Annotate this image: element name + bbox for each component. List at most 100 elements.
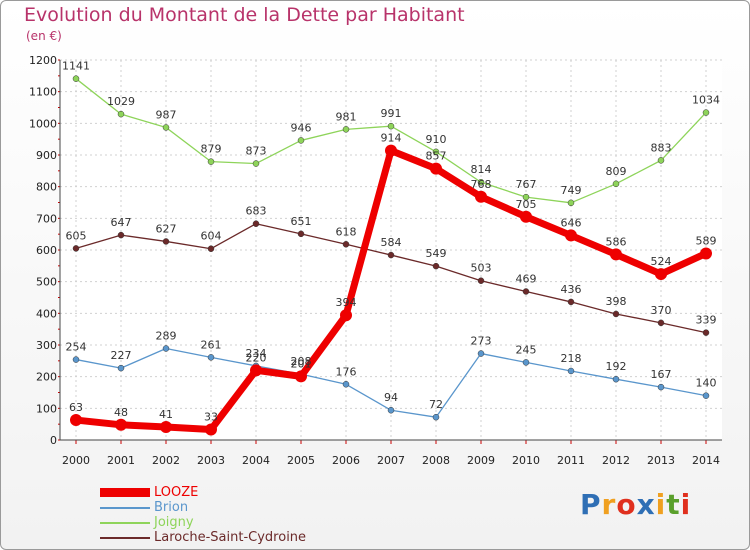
- data-label-looze: 48: [114, 406, 128, 419]
- legend-swatch: [100, 521, 150, 524]
- y-tick-label: 800: [36, 181, 57, 194]
- data-label-laroche-saint-cydroine: 469: [516, 272, 537, 285]
- data-point-joigny: [297, 137, 305, 144]
- data-label-joigny: 981: [336, 110, 357, 123]
- x-tick-label: 2013: [647, 454, 675, 467]
- data-label-laroche-saint-cydroine: 549: [426, 247, 447, 260]
- data-point-brion: [477, 350, 485, 357]
- data-label-looze: 524: [651, 255, 672, 268]
- data-point-looze: [340, 309, 352, 322]
- legend-label: Laroche-Saint-Cydroine: [154, 530, 307, 545]
- logo-letter: i: [655, 488, 667, 521]
- data-point-joigny: [72, 75, 80, 82]
- data-point-joigny: [702, 109, 710, 116]
- logo-letter: x: [636, 488, 656, 521]
- x-tick-label: 2003: [197, 454, 225, 467]
- data-label-brion: 140: [696, 377, 717, 390]
- legend-item-joigny: Joigny: [100, 515, 306, 530]
- legend-swatch: [100, 506, 150, 509]
- y-tick-label: 500: [36, 276, 57, 289]
- data-point-joigny: [117, 110, 125, 118]
- data-label-joigny: 814: [471, 163, 492, 176]
- legend-item-looze: LOOZE: [100, 485, 306, 500]
- data-label-brion: 245: [516, 343, 537, 356]
- data-point-looze: [430, 162, 442, 175]
- data-label-brion: 208: [291, 355, 312, 368]
- data-label-joigny: 1034: [692, 94, 720, 107]
- data-label-laroche-saint-cydroine: 605: [66, 229, 87, 242]
- y-tick-label: 700: [36, 212, 57, 225]
- y-tick-label: 1200: [29, 54, 57, 67]
- legend-item-laroche-saint-cydroine: Laroche-Saint-Cydroine: [100, 530, 306, 545]
- data-label-laroche-saint-cydroine: 647: [111, 216, 132, 229]
- data-label-laroche-saint-cydroine: 370: [651, 304, 672, 317]
- data-label-joigny: 749: [561, 184, 582, 197]
- data-point-joigny: [252, 160, 260, 167]
- data-label-brion: 176: [336, 365, 357, 378]
- data-label-laroche-saint-cydroine: 627: [156, 222, 177, 235]
- y-tick-label: 200: [36, 371, 57, 384]
- data-label-laroche-saint-cydroine: 584: [381, 236, 402, 249]
- data-label-joigny: 1029: [107, 95, 135, 108]
- legend: LOOZE Brion Joigny Laroche-Saint-Cydroine: [100, 485, 306, 545]
- data-point-brion: [612, 375, 620, 383]
- legend-label: Brion: [154, 500, 189, 515]
- data-point-laroche-saint-cydroine: [342, 241, 350, 248]
- data-point-joigny: [387, 122, 395, 130]
- data-label-brion: 94: [384, 391, 398, 404]
- data-label-looze: 705: [516, 198, 537, 211]
- y-tick-label: 100: [36, 402, 57, 415]
- x-tick-label: 2002: [152, 454, 180, 467]
- data-label-brion: 72: [429, 398, 443, 411]
- data-point-laroche-saint-cydroine: [162, 238, 170, 245]
- x-tick-label: 2012: [602, 454, 630, 467]
- data-label-brion: 254: [66, 341, 87, 354]
- data-label-looze: 33: [204, 411, 218, 424]
- data-label-joigny: 991: [381, 107, 402, 120]
- legend-swatch: [100, 536, 150, 539]
- data-label-brion: 218: [561, 352, 582, 365]
- data-label-laroche-saint-cydroine: 618: [336, 225, 357, 238]
- data-label-laroche-saint-cydroine: 604: [201, 230, 222, 243]
- data-point-laroche-saint-cydroine: [702, 329, 710, 336]
- data-point-brion: [117, 364, 125, 372]
- data-label-joigny: 883: [651, 141, 672, 154]
- data-point-brion: [387, 406, 395, 414]
- data-point-brion: [522, 359, 530, 366]
- data-point-brion: [432, 413, 440, 421]
- data-label-brion: 261: [201, 338, 222, 351]
- data-point-laroche-saint-cydroine: [567, 298, 575, 306]
- data-label-brion: 167: [651, 368, 672, 381]
- data-point-joigny: [207, 158, 215, 165]
- data-point-laroche-saint-cydroine: [297, 230, 305, 238]
- x-tick-label: 2001: [107, 454, 135, 467]
- x-tick-label: 2000: [62, 454, 90, 467]
- data-point-looze: [655, 268, 667, 281]
- data-label-looze: 646: [561, 216, 582, 229]
- data-label-joigny: 1141: [62, 60, 90, 73]
- legend-swatch: [100, 488, 150, 497]
- x-tick-label: 2010: [512, 454, 540, 467]
- data-point-brion: [207, 354, 215, 361]
- logo-letter: r: [601, 488, 617, 521]
- data-point-looze: [70, 414, 82, 427]
- legend-item-brion: Brion: [100, 500, 306, 515]
- data-point-looze: [700, 247, 712, 260]
- x-tick-label: 2008: [422, 454, 450, 467]
- data-point-joigny: [522, 193, 530, 201]
- data-label-brion: 227: [111, 349, 132, 362]
- data-point-joigny: [567, 199, 575, 207]
- data-point-laroche-saint-cydroine: [72, 245, 80, 252]
- data-point-looze: [295, 370, 307, 383]
- data-point-laroche-saint-cydroine: [612, 310, 620, 318]
- data-point-looze: [205, 423, 217, 436]
- data-label-laroche-saint-cydroine: 339: [696, 314, 717, 327]
- data-point-laroche-saint-cydroine: [117, 231, 125, 239]
- data-point-brion: [72, 356, 80, 363]
- data-label-laroche-saint-cydroine: 683: [246, 205, 267, 218]
- y-tick-label: 600: [36, 244, 57, 257]
- data-point-looze: [250, 364, 262, 377]
- data-label-looze: 41: [159, 408, 173, 421]
- data-point-brion: [657, 383, 665, 391]
